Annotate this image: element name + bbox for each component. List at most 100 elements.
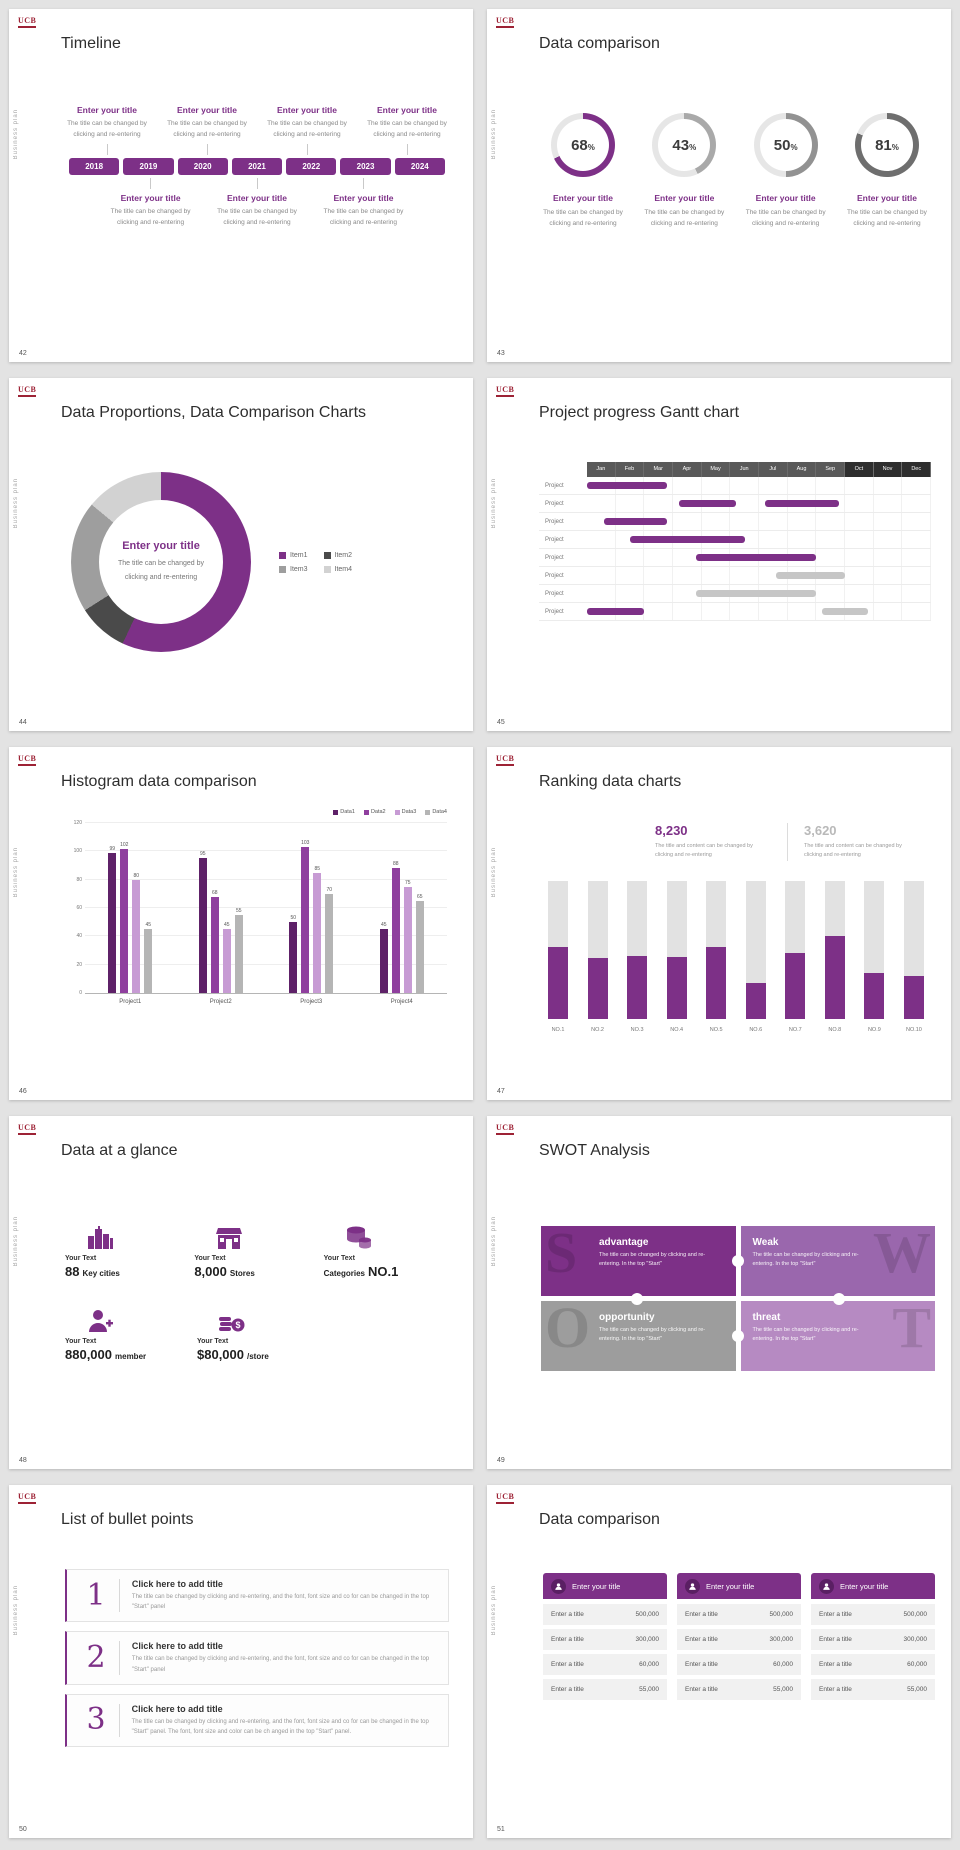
puzzle-knob [732, 1255, 744, 1267]
gantt-cell [845, 531, 874, 548]
swot-letter: W [873, 1226, 931, 1285]
y-axis-tick: 120 [73, 820, 82, 826]
ucb-logo: UCB [496, 1492, 515, 1504]
donut-caption-title: Enter your title [755, 193, 816, 203]
timeline-item-text: The title can be changed by clicking and… [323, 208, 404, 227]
gantt-bar [678, 500, 737, 507]
slide-45-gantt-chart[interactable]: UCB Business plan Project progress Gantt… [487, 378, 951, 731]
swot-text: The title can be changed by clicking and… [752, 1252, 859, 1267]
gantt-cell [874, 549, 903, 566]
bar-value: 88 [392, 861, 399, 868]
bar-value: 65 [416, 893, 423, 900]
gantt-cell [587, 567, 616, 584]
slide-42-timeline[interactable]: UCB Business plan Timeline Enter your ti… [9, 9, 473, 362]
slide-title: Project progress Gantt chart [539, 404, 740, 421]
gantt-cell [902, 477, 932, 494]
gantt-month: Aug [787, 462, 817, 477]
pie-chart-area: Enter your title The title can be change… [71, 472, 457, 652]
donut-caption-text: The title can be changed by clicking and… [543, 209, 623, 228]
gantt-bar [604, 518, 668, 525]
gantt-cell [644, 477, 674, 494]
ranking-track [864, 881, 885, 1019]
timeline-year: 2024 [394, 158, 445, 176]
bar [198, 858, 207, 993]
stat-item: Your Text 88 Key cities [65, 1220, 194, 1279]
timeline-years: 2018 2019 2020 2021 2022 2023 2024 [69, 158, 445, 176]
timeline-item-title: Enter your title [377, 105, 437, 115]
table-row: Enter a title 60,000 [811, 1654, 935, 1675]
donut-caption-title: Enter your title [654, 193, 715, 203]
ranking-track [587, 881, 608, 1019]
bar-column: 103 [300, 823, 310, 993]
donut-value: 50 [773, 136, 791, 154]
gantt-bar [695, 590, 817, 597]
bullet-number: 3 [86, 1702, 106, 1738]
slide-51-data-comparison[interactable]: UCB Business plan Data comparison Enter … [487, 1485, 951, 1838]
legend-label: Item4 [334, 565, 353, 573]
legend-item: Data2 [363, 809, 386, 815]
slide-47-ranking-charts[interactable]: UCB Business plan Ranking data charts 8,… [487, 747, 951, 1100]
business-plan-vertical-label: Business plan [491, 478, 497, 529]
gantt-cell [730, 477, 760, 494]
slide-46-histogram[interactable]: UCB Business plan Histogram data compari… [9, 747, 473, 1100]
timeline-item-title: Enter your title [333, 193, 394, 204]
table-row: Enter a title 55,000 [811, 1679, 935, 1700]
legend-item: Data1 [333, 809, 355, 815]
slide-48-data-at-a-glance[interactable]: UCB Business plan Data at a glance Your … [9, 1116, 473, 1469]
table-row: Enter a title 300,000 [811, 1629, 935, 1650]
ranking-column: NO.8 [822, 881, 848, 1033]
timeline-item-title: Enter your title [227, 193, 287, 204]
bar-value: 50 [290, 915, 297, 922]
bar-value: 75 [404, 879, 411, 886]
stat-unit: member [115, 1352, 147, 1361]
gantt-cell [816, 585, 846, 602]
table-row: Enter a title 55,000 [543, 1679, 667, 1700]
swot-text: The title can be changed by clicking and… [599, 1327, 706, 1342]
timeline-item-title: Enter your title [77, 105, 137, 115]
timeline-item-text: The title can be changed by clicking and… [67, 120, 147, 139]
slide-43-data-comparison[interactable]: UCB Business plan Data comparison 68 % E… [487, 9, 951, 362]
table-cell-value: 300,000 [769, 1636, 794, 1643]
swot-letter: O [545, 1301, 591, 1360]
bar-group: 50 103 85 70 Project3 [288, 823, 334, 1005]
slide-title: SWOT Analysis [539, 1142, 650, 1159]
slide-50-bullet-points[interactable]: UCB Business plan List of bullet points … [9, 1485, 473, 1838]
bar-column: 102 [119, 823, 129, 993]
slide-title: Data comparison [539, 1511, 660, 1528]
x-axis-label: NO.8 [828, 1027, 842, 1033]
gantt-cell [702, 567, 731, 584]
legend-swatch [333, 809, 339, 815]
gantt-month: Apr [673, 462, 702, 477]
donut-center: 43 % [658, 119, 711, 171]
gantt-cell [702, 477, 731, 494]
donut-center-title: Enter your title [122, 540, 200, 553]
gantt-cell [644, 513, 674, 530]
ranking-column: NO.3 [624, 881, 650, 1033]
slide-number: 46 [19, 1088, 27, 1095]
donut-ring: 81 % [854, 113, 919, 177]
donut-caption-text: The title can be changed by clicking and… [847, 209, 927, 228]
donut-center-text: The title can be changed by clicking and… [117, 560, 204, 581]
bar [325, 893, 334, 993]
donut-value: 68 [571, 136, 588, 154]
puzzle-knob [833, 1292, 845, 1305]
donut-set: 68 % Enter your title The title can be c… [537, 113, 933, 229]
table-cell-value: 300,000 [635, 1636, 660, 1643]
gantt-cell [902, 549, 932, 566]
histogram-plot: 0 20 40 60 80 100 120 99 102 80 45 Project1 95 68 45 55… [74, 820, 447, 1005]
user-icon [685, 1578, 700, 1594]
percent-sign: % [587, 143, 595, 152]
legend-label: Data1 [340, 809, 355, 815]
slide-44-data-proportions[interactable]: UCB Business plan Data Proportions, Data… [9, 378, 473, 731]
gantt-cell [845, 549, 874, 566]
stat-value: 880,000 [65, 1347, 112, 1362]
stat-unit: Key cities [82, 1269, 120, 1278]
timeline-bottom-row: Enter your title The title can be change… [103, 178, 412, 228]
business-plan-vertical-label: Business plan [491, 109, 497, 160]
divider [787, 823, 788, 861]
percent-sign: % [689, 143, 697, 152]
slide-49-swot-analysis[interactable]: UCB Business plan SWOT Analysis S advant… [487, 1116, 951, 1469]
timeline-top-row: Enter your title The title can be change… [59, 105, 455, 155]
x-axis-label: NO.6 [749, 1027, 763, 1033]
slide-number: 51 [497, 1826, 505, 1833]
